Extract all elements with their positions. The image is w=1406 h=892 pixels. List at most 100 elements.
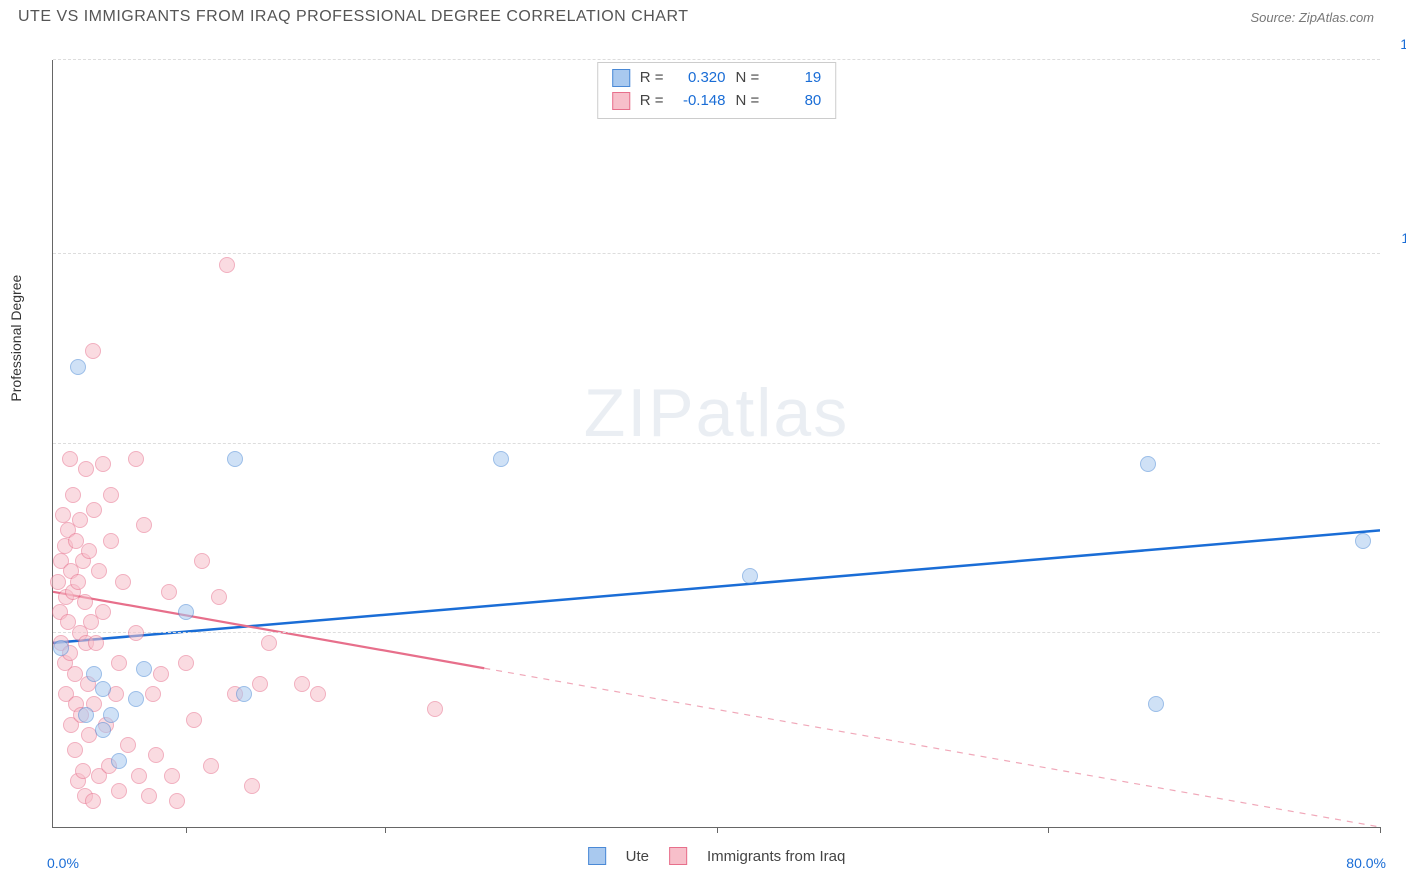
data-point <box>1355 533 1371 549</box>
n-value-0: 19 <box>769 67 821 90</box>
data-point <box>742 568 758 584</box>
data-point <box>85 793 101 809</box>
r-value-1: -0.148 <box>674 90 726 113</box>
gridline <box>53 253 1380 254</box>
data-point <box>169 793 185 809</box>
watermark: ZIPatlas <box>584 374 849 452</box>
data-point <box>186 712 202 728</box>
data-point <box>136 661 152 677</box>
data-point <box>95 604 111 620</box>
x-tick <box>1048 827 1049 833</box>
data-point <box>211 589 227 605</box>
stats-legend: R = 0.320 N = 19 R = -0.148 N = 80 <box>597 62 837 119</box>
x-max-label: 80.0% <box>1346 855 1386 871</box>
legend-swatch-0 <box>588 847 606 865</box>
plot-region: ZIPatlas R = 0.320 N = 19 R = -0.148 N =… <box>52 60 1380 828</box>
n-value-1: 80 <box>769 90 821 113</box>
n-label-0: N = <box>736 67 760 90</box>
data-point <box>178 655 194 671</box>
data-point <box>86 502 102 518</box>
data-point <box>95 722 111 738</box>
data-point <box>128 691 144 707</box>
x-tick <box>1380 827 1381 833</box>
data-point <box>219 257 235 273</box>
data-point <box>244 778 260 794</box>
data-point <box>148 747 164 763</box>
data-point <box>103 487 119 503</box>
y-tick-label: 3.8% <box>1384 609 1406 625</box>
data-point <box>88 635 104 651</box>
data-point <box>95 681 111 697</box>
data-point <box>164 768 180 784</box>
data-point <box>78 707 94 723</box>
chart-header: UTE VS IMMIGRANTS FROM IRAQ PROFESSIONAL… <box>0 0 1406 30</box>
data-point <box>70 359 86 375</box>
chart-title: UTE VS IMMIGRANTS FROM IRAQ PROFESSIONAL… <box>18 8 689 26</box>
data-point <box>111 655 127 671</box>
data-point <box>67 742 83 758</box>
x-tick <box>717 827 718 833</box>
data-point <box>194 553 210 569</box>
gridline <box>53 59 1380 60</box>
data-point <box>161 584 177 600</box>
data-point <box>70 574 86 590</box>
data-point <box>141 788 157 804</box>
x-tick <box>186 827 187 833</box>
data-point <box>236 686 252 702</box>
data-point <box>95 456 111 472</box>
data-point <box>128 451 144 467</box>
data-point <box>111 783 127 799</box>
gridline <box>53 632 1380 633</box>
data-point <box>493 451 509 467</box>
watermark-a: ZIP <box>584 375 696 451</box>
data-point <box>103 533 119 549</box>
swatch-series-0 <box>612 69 630 87</box>
chart-area: Professional Degree ZIPatlas R = 0.320 N… <box>18 40 1388 874</box>
data-point <box>81 543 97 559</box>
bottom-legend: Ute Immigrants from Iraq <box>588 847 846 865</box>
chart-source: Source: ZipAtlas.com <box>1250 10 1374 25</box>
r-label-0: R = <box>640 67 664 90</box>
data-point <box>261 635 277 651</box>
data-point <box>62 451 78 467</box>
y-tick-label: 7.5% <box>1384 420 1406 436</box>
data-point <box>75 763 91 779</box>
data-point <box>153 666 169 682</box>
legend-swatch-1 <box>669 847 687 865</box>
x-min-label: 0.0% <box>47 855 79 871</box>
data-point <box>85 343 101 359</box>
data-point <box>55 507 71 523</box>
x-tick <box>385 827 386 833</box>
y-tick-label: 15.0% <box>1384 36 1406 52</box>
data-point <box>294 676 310 692</box>
data-point <box>128 625 144 641</box>
data-point <box>53 640 69 656</box>
data-point <box>203 758 219 774</box>
data-point <box>227 451 243 467</box>
data-point <box>252 676 268 692</box>
trend-lines <box>53 60 1380 827</box>
n-label-1: N = <box>736 90 760 113</box>
data-point <box>145 686 161 702</box>
data-point <box>91 563 107 579</box>
y-axis-label: Professional Degree <box>8 275 24 402</box>
stats-row-0: R = 0.320 N = 19 <box>612 67 822 90</box>
data-point <box>1140 456 1156 472</box>
data-point <box>86 666 102 682</box>
data-point <box>72 512 88 528</box>
data-point <box>178 604 194 620</box>
data-point <box>78 461 94 477</box>
data-point <box>50 574 66 590</box>
data-point <box>131 768 147 784</box>
r-label-1: R = <box>640 90 664 113</box>
gridline <box>53 443 1380 444</box>
data-point <box>136 517 152 533</box>
data-point <box>120 737 136 753</box>
swatch-series-1 <box>612 92 630 110</box>
data-point <box>310 686 326 702</box>
data-point <box>1148 696 1164 712</box>
watermark-b: atlas <box>696 375 850 451</box>
stats-row-1: R = -0.148 N = 80 <box>612 90 822 113</box>
y-tick-label: 11.2% <box>1384 230 1406 246</box>
r-value-0: 0.320 <box>674 67 726 90</box>
